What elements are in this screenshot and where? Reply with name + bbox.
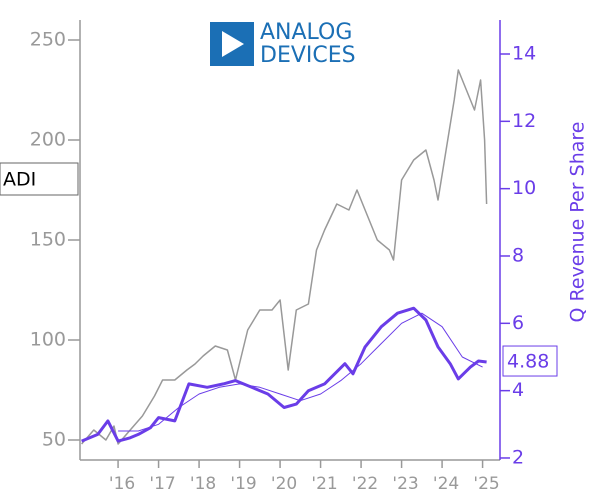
ticker-label: ADI — [3, 169, 36, 191]
y2-tick-label: 10 — [512, 177, 536, 199]
x-tick-label: '20 — [271, 474, 297, 494]
x-tick-label: '18 — [190, 474, 216, 494]
x-tick-label: '21 — [311, 474, 337, 494]
series-line — [118, 312, 483, 432]
x-tick-label: '24 — [433, 474, 459, 494]
logo-triangle — [222, 31, 244, 57]
y-tick-label: 150 — [30, 229, 66, 251]
logo: ANALOG DEVICES — [210, 20, 356, 68]
y2-tick-label: 6 — [512, 312, 524, 334]
x-tick-label: '17 — [149, 474, 175, 494]
y-tick-label: 200 — [30, 129, 66, 151]
y-tick-label: 100 — [30, 329, 66, 351]
x-tick-label: '22 — [352, 474, 378, 494]
y2-tick-label: 2 — [512, 446, 524, 468]
x-tick-label: '19 — [230, 474, 256, 494]
current-value-box — [502, 345, 558, 377]
y2-tick-label: 12 — [512, 110, 536, 132]
y2-tick-label: 14 — [512, 43, 536, 65]
ticker-box — [0, 162, 79, 196]
y-tick-label: 50 — [42, 429, 66, 451]
series-line — [81, 306, 487, 443]
x-tick-label: '16 — [109, 474, 135, 494]
series-line — [81, 69, 488, 445]
current-value-label: 4.88 — [507, 351, 549, 373]
y2-tick-label: 8 — [512, 244, 524, 266]
y2-tick-label: 4 — [512, 379, 524, 401]
y-tick-label: 250 — [30, 29, 66, 51]
logo-text: ANALOG — [260, 20, 352, 45]
y2-axis-title: Q Revenue Per Share — [567, 122, 589, 323]
x-tick-label: '25 — [473, 474, 499, 494]
logo-text: DEVICES — [260, 43, 356, 68]
x-tick-label: '23 — [392, 474, 418, 494]
